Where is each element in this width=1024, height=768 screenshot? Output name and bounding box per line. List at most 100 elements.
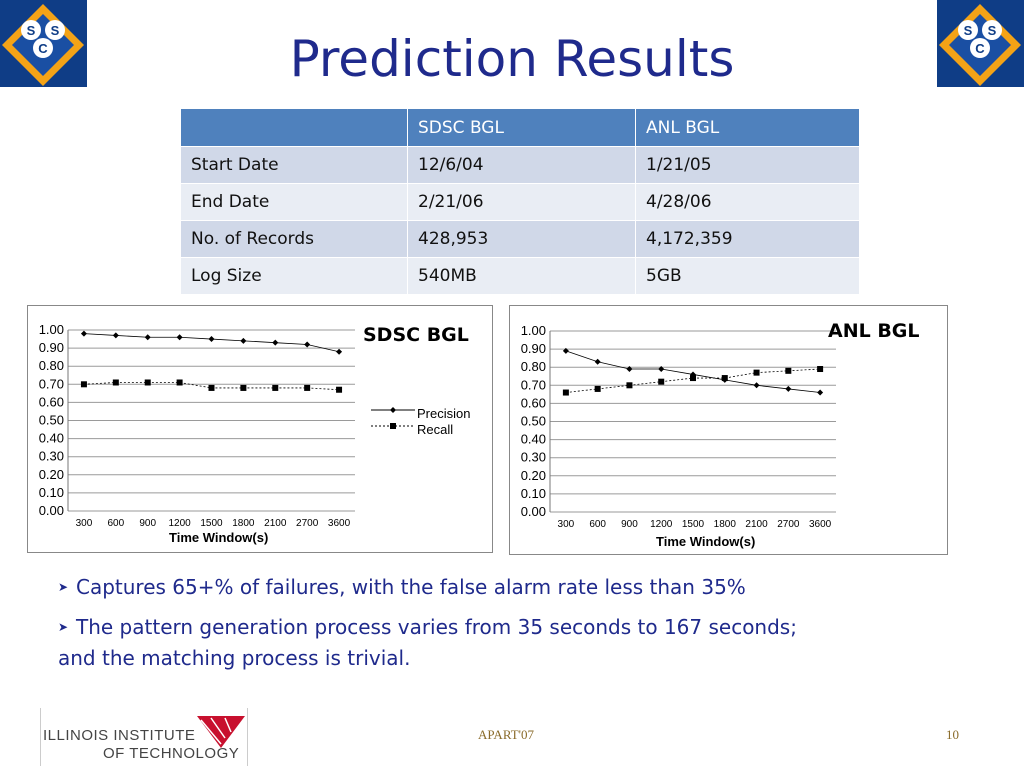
sc-logo-left: S S C [0,0,87,87]
y-tick-label: 0.90 [39,340,64,355]
chart-x-axis-label: Time Window(s) [656,534,756,549]
y-tick-label: 0.30 [39,449,64,464]
data-point-precision [336,348,343,355]
dataset-table: SDSC BGL ANL BGL Start Date 12/6/04 1/21… [180,108,860,295]
sdsc-chart-svg: 0.00 0.10 0.20 0.30 0.40 0.50 0.60 0.70 0.80 0.90… [39,322,355,529]
bullet-text: Captures 65+% of failures, with the fals… [76,575,746,599]
data-point-recall [562,389,569,396]
logo-letter: C [975,41,985,56]
x-tick-label: 1800 [232,518,255,529]
y-tick-label: 0.20 [39,467,64,482]
table-row: Log Size 540MB 5GB [180,257,860,295]
table-cell: Start Date [180,146,408,184]
table-cell: 428,953 [407,220,636,258]
y-tick-label: 0.50 [521,414,546,429]
data-point-precision [753,382,760,389]
data-point-recall [208,384,215,391]
sdsc-chart: 0.00 0.10 0.20 0.30 0.40 0.50 0.60 0.70 0.80 0.90… [27,305,493,553]
table-cell: End Date [180,183,408,221]
data-point-precision [817,389,824,396]
data-point-precision [80,330,87,337]
chart-title: ANL BGL [828,320,920,342]
data-point-recall [304,384,311,391]
y-tick-label: 0.30 [521,450,546,465]
x-tick-label: 2700 [777,519,800,530]
x-tick-label: 1500 [200,518,223,529]
data-point-recall [817,366,824,373]
x-tick-label: 3600 [328,518,351,529]
data-point-precision [208,336,215,343]
table-row: Start Date 12/6/04 1/21/05 [180,146,860,184]
diamond-marker-icon [371,407,415,413]
y-tick-label: 0.80 [521,359,546,374]
data-point-precision [658,366,665,373]
logo-letter: S [51,23,60,38]
logo-letter: C [38,41,48,56]
table-header-cell: SDSC BGL [407,108,636,147]
y-tick-label: 0.40 [39,431,64,446]
iit-logo-mark-icon [197,716,245,748]
x-tick-label: 900 [139,518,156,529]
x-tick-label: 2700 [296,518,319,529]
data-point-recall [594,385,601,392]
x-tick-label: 1800 [714,519,737,530]
data-point-recall [80,381,87,388]
data-point-precision [304,341,311,348]
x-tick-label: 900 [621,519,638,530]
bullet-item: ➤ Captures 65+% of failures, with the fa… [58,572,958,603]
arrow-bullet-icon: ➤ [58,620,69,634]
y-tick-label: 0.60 [39,394,64,409]
table-row: No. of Records 428,953 4,172,359 [180,220,860,258]
data-point-precision [594,358,601,365]
data-point-recall [690,375,696,382]
data-point-precision [144,334,151,341]
data-point-recall [721,375,728,382]
table-header-cell: ANL BGL [635,108,860,147]
chart-title: SDSC BGL [363,324,469,346]
table-cell: 4/28/06 [635,183,860,221]
y-tick-label: 0.70 [39,376,64,391]
table-cell: 5GB [635,257,860,295]
logo-letter: S [964,23,973,38]
data-point-precision [112,332,119,339]
data-point-recall [753,369,760,376]
anl-chart: 0.00 0.10 0.20 0.30 0.40 0.50 0.60 0.70 0.80 0.90… [509,305,948,555]
bullet-list: ➤ Captures 65+% of failures, with the fa… [58,572,958,674]
logo-letter: S [27,23,36,38]
x-tick-label: 300 [558,519,575,530]
x-tick-label: 600 [589,519,606,530]
chart-x-axis-label: Time Window(s) [169,530,269,545]
table-cell: 12/6/04 [407,146,636,184]
org-name-line2: OF TECHNOLOGY [103,745,240,762]
data-point-recall [785,367,792,374]
y-tick-label: 0.60 [521,395,546,410]
diamond-logo-icon: S S C [939,4,1021,86]
data-point-precision [626,366,633,373]
y-tick-label: 0.70 [521,377,546,392]
anl-chart-svg: 0.00 0.10 0.20 0.30 0.40 0.50 0.60 0.70 0.80 0.90… [521,323,836,530]
page-number: 10 [946,727,959,742]
diamond-logo-icon: S S C [2,4,84,86]
y-tick-label: 0.10 [521,486,546,501]
y-tick-label: 0.10 [39,485,64,500]
data-point-recall [626,382,633,389]
footer-event: APART'07 [478,727,534,742]
logo-letter: S [988,23,997,38]
table-cell: Log Size [180,257,408,295]
data-point-recall [658,378,665,385]
table-header-cell [180,108,408,147]
data-point-precision [176,334,183,341]
bullet-text-continuation: and the matching process is trivial. [58,646,411,670]
table-cell: 2/21/06 [407,183,636,221]
data-point-recall [144,379,151,386]
x-tick-label: 2100 [745,519,768,530]
arrow-bullet-icon: ➤ [58,580,69,594]
bullet-item: ➤ The pattern generation process varies … [58,612,958,674]
table-cell: 540MB [407,257,636,295]
data-point-recall [112,379,119,386]
table-cell: 1/21/05 [635,146,860,184]
data-point-recall [176,379,183,386]
data-point-precision [785,385,792,392]
y-tick-label: 0.90 [521,341,546,356]
square-marker-icon [371,423,415,429]
